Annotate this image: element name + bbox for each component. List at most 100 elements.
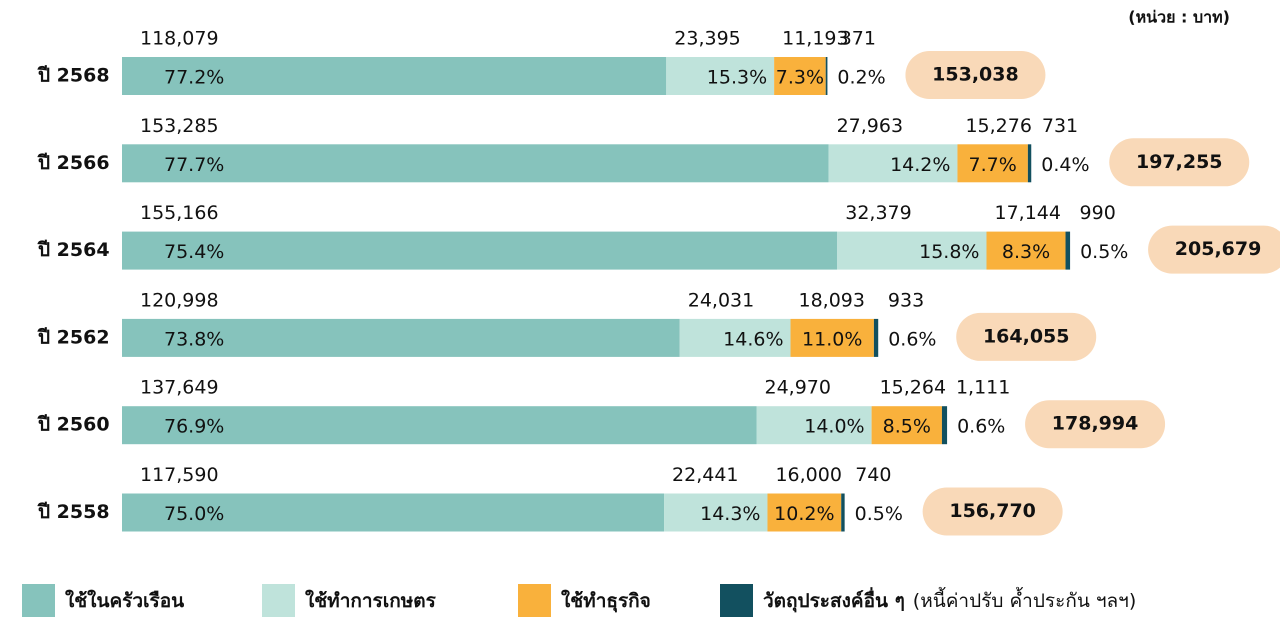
category-label: ปี 2562 bbox=[37, 326, 109, 348]
value-label: 137,649 bbox=[140, 377, 219, 399]
total-label: 205,679 bbox=[1175, 238, 1262, 260]
bar-segment bbox=[664, 493, 768, 532]
value-label: 118,079 bbox=[140, 28, 219, 50]
value-label: 16,000 bbox=[775, 464, 841, 486]
bar-segment bbox=[837, 231, 987, 270]
bar-segment bbox=[122, 57, 667, 95]
legend-label: วัตถุประสงค์อื่น ๆ (หนี้ค่าปรับ ค้ำประกัน… bbox=[763, 587, 1136, 613]
value-label: 18,093 bbox=[799, 289, 865, 311]
category-label: ปี 2558 bbox=[37, 501, 109, 523]
value-label: 153,285 bbox=[140, 115, 219, 137]
bar-segment bbox=[122, 406, 757, 445]
legend-swatch bbox=[518, 584, 551, 617]
bar-segment bbox=[756, 406, 872, 445]
percent-label: 75.0% bbox=[164, 503, 224, 525]
percent-label: 8.5% bbox=[883, 416, 931, 438]
bar-segment bbox=[1027, 144, 1032, 183]
legend-label: ใช้ทำการเกษตร bbox=[305, 589, 437, 612]
percent-label: 14.0% bbox=[804, 416, 864, 438]
bar-segment bbox=[828, 144, 958, 183]
percent-label: 8.3% bbox=[1002, 241, 1050, 263]
total-label: 178,994 bbox=[1052, 413, 1139, 435]
percent-label: 0.6% bbox=[888, 328, 936, 350]
percent-label: 0.5% bbox=[855, 503, 903, 525]
value-label: 740 bbox=[855, 464, 891, 486]
bar-segment bbox=[941, 406, 948, 445]
percent-label: 0.5% bbox=[1080, 241, 1128, 263]
bar-segment bbox=[957, 144, 1028, 183]
value-label: 27,963 bbox=[837, 115, 903, 137]
value-label: 15,264 bbox=[880, 377, 946, 399]
value-label: 23,395 bbox=[674, 28, 740, 50]
legend-swatch bbox=[22, 584, 55, 617]
total-label: 164,055 bbox=[983, 325, 1070, 347]
legend-name: ใช้ทำธุรกิจ bbox=[561, 589, 651, 613]
percent-label: 77.2% bbox=[164, 67, 224, 89]
percent-label: 0.4% bbox=[1041, 154, 1089, 176]
percent-label: 73.8% bbox=[164, 328, 224, 350]
category-label: ปี 2564 bbox=[37, 239, 109, 261]
percent-label: 14.3% bbox=[700, 503, 760, 525]
value-label: 11,193 bbox=[782, 28, 848, 50]
total-pill bbox=[956, 312, 1097, 361]
value-label: 24,031 bbox=[688, 289, 754, 311]
percent-label: 7.3% bbox=[776, 67, 824, 89]
bar-segment bbox=[679, 318, 791, 357]
value-label: 32,379 bbox=[845, 202, 911, 224]
legend-name: วัตถุประสงค์อื่น ๆ bbox=[763, 587, 905, 613]
percent-label: 15.3% bbox=[707, 67, 767, 89]
bar-segment bbox=[122, 231, 838, 270]
bar-segment bbox=[841, 493, 845, 532]
total-label: 156,770 bbox=[949, 500, 1036, 522]
total-label: 197,255 bbox=[1136, 151, 1223, 173]
legend-label: ใช้ทำธุรกิจ bbox=[561, 589, 651, 613]
bar-segment bbox=[790, 318, 874, 357]
total-pill bbox=[905, 51, 1046, 99]
bar-segment bbox=[122, 318, 680, 357]
total-pill bbox=[1109, 138, 1250, 187]
value-label: 15,276 bbox=[965, 115, 1031, 137]
value-label: 933 bbox=[888, 289, 924, 311]
bar-segment bbox=[666, 57, 775, 95]
percent-label: 11.0% bbox=[802, 328, 862, 350]
percent-label: 0.6% bbox=[957, 416, 1005, 438]
bar-segment bbox=[122, 144, 829, 183]
bar-segment bbox=[986, 231, 1066, 270]
bar-segment bbox=[873, 318, 879, 357]
category-label: ปี 2566 bbox=[37, 152, 109, 174]
value-label: 117,590 bbox=[140, 464, 219, 486]
percent-label: 75.4% bbox=[164, 241, 224, 263]
total-pill bbox=[1025, 400, 1166, 449]
legend-note: (หนี้ค่าปรับ ค้ำประกัน ฯลฯ) bbox=[913, 587, 1136, 612]
value-label: 24,970 bbox=[764, 377, 830, 399]
value-label: 22,441 bbox=[672, 464, 738, 486]
value-label: 731 bbox=[1042, 115, 1078, 137]
percent-label: 7.7% bbox=[969, 154, 1017, 176]
unit-label: (หน่วย : บาท) bbox=[1128, 8, 1230, 27]
percent-label: 15.8% bbox=[919, 241, 979, 263]
value-label: 990 bbox=[1080, 202, 1116, 224]
legend-label: ใช้ในครัวเรือน bbox=[65, 589, 184, 612]
total-label: 153,038 bbox=[932, 64, 1019, 86]
legend-swatch bbox=[262, 584, 295, 617]
percent-label: 76.9% bbox=[164, 416, 224, 438]
percent-label: 10.2% bbox=[774, 503, 834, 525]
total-pill bbox=[1148, 225, 1280, 274]
bar-segment bbox=[825, 57, 828, 95]
value-label: 371 bbox=[840, 28, 876, 50]
value-label: 155,166 bbox=[140, 202, 219, 224]
legend-name: ใช้ทำการเกษตร bbox=[305, 589, 437, 612]
bar-segment bbox=[871, 406, 942, 445]
category-label: ปี 2560 bbox=[37, 414, 109, 436]
value-label: 120,998 bbox=[140, 289, 219, 311]
bar-segment bbox=[774, 57, 826, 95]
total-pill bbox=[922, 487, 1063, 536]
legend-name: ใช้ในครัวเรือน bbox=[65, 589, 184, 612]
bar-segment bbox=[122, 493, 665, 532]
bar-segment bbox=[767, 493, 842, 532]
percent-label: 77.7% bbox=[164, 154, 224, 176]
legend-swatch bbox=[720, 584, 753, 617]
value-label: 1,111 bbox=[956, 377, 1010, 399]
percent-label: 14.2% bbox=[890, 154, 950, 176]
